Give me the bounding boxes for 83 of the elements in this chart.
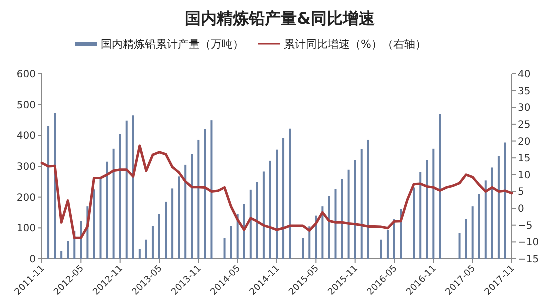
bar xyxy=(184,164,187,259)
bar xyxy=(328,196,330,259)
bar xyxy=(67,241,70,259)
bar xyxy=(80,221,82,259)
bar xyxy=(386,230,389,259)
bar xyxy=(119,134,122,259)
y2-tick-label: 15 xyxy=(518,154,531,165)
bar xyxy=(426,160,428,259)
bar xyxy=(158,214,160,259)
y2-tick-label: −15 xyxy=(518,254,540,266)
bar xyxy=(93,190,96,259)
y-tick-label: 100 xyxy=(16,224,36,235)
y-tick-label: 400 xyxy=(16,131,36,142)
y-tick-label: 200 xyxy=(16,192,36,204)
bar xyxy=(256,182,258,259)
bar xyxy=(315,216,318,259)
bar xyxy=(478,194,480,259)
bar xyxy=(198,140,200,259)
y2-tick-label: 40 xyxy=(518,70,531,80)
bar xyxy=(106,162,108,259)
y2-tick-label: 10 xyxy=(518,170,531,182)
bar xyxy=(432,148,435,259)
bar xyxy=(472,206,474,259)
bar xyxy=(269,160,272,259)
bar xyxy=(282,138,285,259)
y2-tick-label: 5 xyxy=(518,187,524,198)
y2-tick-label: 30 xyxy=(518,103,531,114)
y2-tick-label: −10 xyxy=(518,238,540,249)
bar xyxy=(302,238,304,259)
bar xyxy=(380,240,382,259)
bar xyxy=(243,204,246,259)
bar xyxy=(420,172,422,259)
bar xyxy=(413,188,416,259)
bar xyxy=(394,220,396,259)
line-series xyxy=(40,144,514,240)
y2-tick-label: 0 xyxy=(518,204,524,216)
bar xyxy=(458,233,461,259)
bar xyxy=(224,238,226,259)
bar xyxy=(348,170,350,259)
bar xyxy=(276,150,278,259)
y-tick-label: 500 xyxy=(16,100,36,112)
bar xyxy=(262,172,265,259)
bar xyxy=(498,156,500,259)
y-tick-label: 300 xyxy=(16,162,36,173)
bar xyxy=(112,148,115,259)
bar xyxy=(439,114,442,259)
bar xyxy=(341,179,344,259)
y2-tick-label: −5 xyxy=(518,220,533,232)
legend-label: 国内精炼铅累计产量（万吨） xyxy=(101,38,244,51)
y2-tick-label: 20 xyxy=(518,136,531,148)
bar xyxy=(367,140,370,259)
bar xyxy=(191,154,194,259)
y2-tick-label: 35 xyxy=(518,86,531,98)
bar xyxy=(334,189,337,259)
bar xyxy=(100,177,102,259)
bar xyxy=(484,180,487,259)
bar xyxy=(132,116,134,259)
bar xyxy=(250,190,252,259)
bar xyxy=(491,168,494,259)
bar xyxy=(504,142,506,259)
bar xyxy=(322,206,324,259)
bar xyxy=(465,219,468,259)
bar xyxy=(354,160,356,259)
bar xyxy=(145,240,148,259)
bar xyxy=(54,113,56,259)
bar xyxy=(360,149,363,259)
y2-tick-label: 25 xyxy=(518,120,531,131)
bar xyxy=(152,226,154,259)
bar xyxy=(60,251,63,259)
y-tick-label: 0 xyxy=(30,254,36,266)
bar xyxy=(289,128,292,259)
bar xyxy=(165,202,168,259)
legend-label: 累计同比增速（%）（右轴） xyxy=(284,38,426,51)
bar xyxy=(178,176,180,259)
bar xyxy=(48,126,50,259)
bar xyxy=(126,120,128,259)
y-tick-label: 600 xyxy=(16,70,36,80)
bar xyxy=(210,120,213,259)
chart-title: 国内精炼铅产量&同比增速 xyxy=(185,9,376,28)
bar xyxy=(204,129,206,259)
bar xyxy=(138,249,141,259)
bar xyxy=(172,188,174,259)
bar xyxy=(230,226,232,259)
